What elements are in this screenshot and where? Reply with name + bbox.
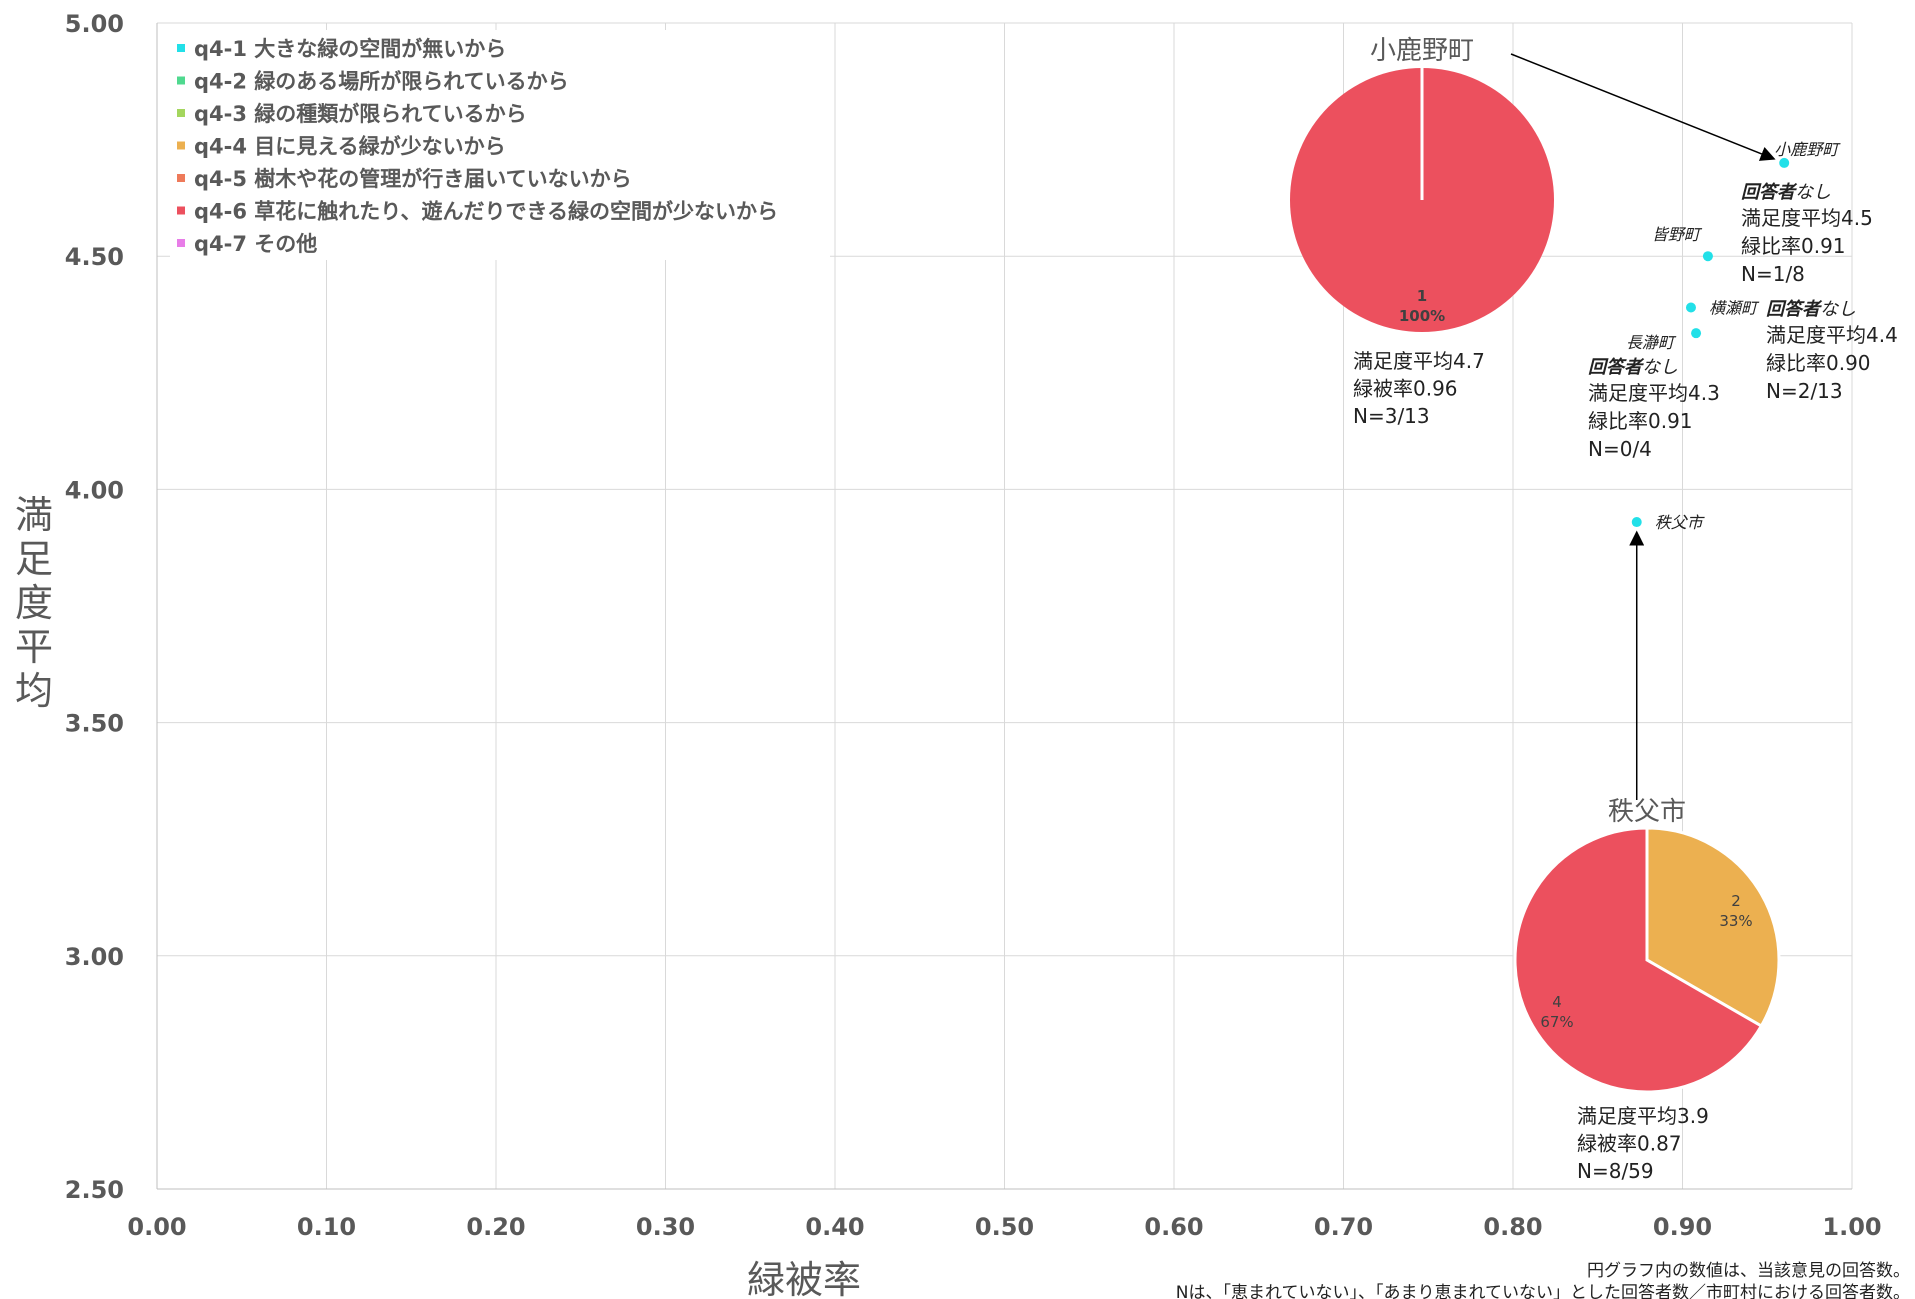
point-label: 小鹿野町 [1774, 140, 1841, 159]
y-axis-title: 満足度平均 [15, 493, 53, 713]
legend-swatch [177, 206, 185, 215]
scatter-point [1685, 302, 1696, 313]
no-response-line: 緑比率0.91 [1588, 409, 1693, 433]
footnote-2: Nは、「恵まれていない」、「あまり恵まれていない」とした回答者数／市町村における… [1176, 1283, 1910, 1299]
gridlines [157, 22, 1853, 1189]
pie-info-line: N=8/59 [1577, 1159, 1654, 1183]
pie-chichibu: 秩父市 2 33% 4 67% 満足度平均3.9 緑被率0.87 N=8/59 [1513, 797, 1781, 1183]
no-response-head-bold: 回答者 [1766, 299, 1823, 320]
no-response-line: 満足度平均4.3 [1588, 381, 1720, 405]
legend-label: q4-6 草花に触れたり、遊んだりできる緑の空間が少ないから [194, 200, 778, 224]
point-label: 横瀬町 [1709, 299, 1760, 318]
pie-title: 秩父市 [1608, 797, 1686, 827]
no-response-heading: 回答者なし [1766, 299, 1856, 320]
y-axis-title-char: 平 [15, 625, 53, 669]
legend-label: q4-7 その他 [194, 232, 317, 256]
no-response-line: 緑比率0.90 [1766, 351, 1871, 375]
pie-slice-count: 1 [1417, 287, 1427, 305]
x-tick-label: 0.50 [975, 1213, 1034, 1241]
pie-info-line: 満足度平均3.9 [1577, 1104, 1709, 1128]
arrows [1510, 53, 1776, 800]
scatter-point [1631, 517, 1642, 528]
no-response-head-bold: 回答者 [1741, 182, 1798, 203]
pie-charts: 小鹿野町 1 100% 満足度平均4.7 緑被率0.96 N=3/13 秩父市 2 33% 4 67… [1290, 36, 1781, 1183]
x-tick-label: 0.20 [466, 1213, 525, 1241]
x-tick-label: 0.70 [1314, 1213, 1373, 1241]
y-tick-label: 3.00 [65, 943, 124, 971]
no-response-heading: 回答者なし [1741, 182, 1831, 203]
legend-label: q4-3 緑の種類が限られているから [194, 102, 527, 126]
no-response-head-rest: なし [1820, 299, 1856, 320]
pie-slice-count: 4 [1552, 993, 1562, 1011]
legend-label: q4-4 目に見える緑が少ないから [194, 135, 506, 159]
no-response-head-rest: なし [1795, 182, 1831, 203]
legend-swatch [177, 109, 185, 117]
point-label: 秩父市 [1655, 513, 1705, 532]
legend-swatch [177, 239, 185, 247]
pie-info-line: 緑被率0.87 [1577, 1132, 1682, 1156]
legend-background [170, 30, 830, 260]
pie-slice-pct: 67% [1540, 1013, 1573, 1031]
scatter-point [1779, 157, 1790, 168]
x-tick-label: 0.80 [1483, 1213, 1542, 1241]
no-response-line: 満足度平均4.4 [1766, 323, 1898, 347]
pie-slice [1513, 826, 1764, 1094]
x-tick-label: 0.10 [297, 1213, 356, 1241]
footnote-1: 円グラフ内の数値は、当該意見の回答数。 [1587, 1261, 1910, 1281]
pie-info-line: 緑被率0.96 [1353, 377, 1458, 401]
x-tick-label: 0.60 [1144, 1213, 1203, 1241]
y-axis-title-char: 均 [15, 669, 53, 713]
y-tick-label: 5.00 [65, 10, 124, 38]
no-response-line: 緑比率0.91 [1741, 234, 1846, 258]
legend-swatch [177, 44, 185, 52]
point-label: 長瀞町 [1626, 333, 1677, 352]
y-axis-title-char: 満 [15, 493, 53, 537]
legend-swatch [177, 141, 185, 150]
annotations: 小鹿野町皆野町横瀬町長瀞町秩父市回答者なし満足度平均4.5緑比率0.91N=1/… [1588, 140, 1898, 532]
legend-label: q4-5 樹木や花の管理が行き届いていないから [194, 167, 632, 191]
x-axis-title: 緑被率 [747, 1258, 861, 1299]
arrow-kogano [1510, 53, 1776, 161]
pie-slice-pct: 100% [1399, 307, 1445, 325]
y-axis-title-char: 度 [15, 581, 53, 625]
pie-slice-pct: 33% [1719, 912, 1752, 930]
x-tick-label: 0.40 [805, 1213, 864, 1241]
no-response-line: N=1/8 [1741, 262, 1805, 286]
scatter-point [1702, 251, 1713, 262]
y-tick-label: 3.50 [65, 710, 124, 738]
y-tick-label: 2.50 [65, 1176, 124, 1204]
x-tick-label: 0.30 [636, 1213, 695, 1241]
no-response-line: 満足度平均4.5 [1741, 206, 1873, 230]
no-response-head-bold: 回答者 [1588, 357, 1645, 378]
pie-info-line: 満足度平均4.7 [1353, 349, 1485, 373]
x-tick-label: 0.00 [127, 1213, 186, 1241]
legend-label: q4-2 緑のある場所が限られているから [194, 70, 569, 94]
legend-swatch [177, 174, 185, 182]
pie-kogano: 小鹿野町 1 100% 満足度平均4.7 緑被率0.96 N=3/13 [1290, 36, 1554, 428]
pie-title: 小鹿野町 [1370, 36, 1474, 66]
x-tick-label: 1.00 [1822, 1213, 1881, 1241]
x-tick-label: 0.90 [1653, 1213, 1712, 1241]
data-points [1631, 157, 1790, 528]
pie-info-line: N=3/13 [1353, 404, 1430, 428]
no-response-head-rest: なし [1642, 357, 1678, 378]
pie-slice [1645, 826, 1781, 1029]
y-tick-label: 4.00 [65, 476, 124, 504]
y-axis-title-char: 足 [15, 537, 53, 581]
legend: q4-1 大きな緑の空間が無いから q4-2 緑のある場所が限られているから q4-… [170, 30, 830, 260]
axes: 0.00 0.10 0.20 0.30 0.40 0.50 0.60 0.70 0.80 0.90… [65, 10, 1882, 1241]
no-response-heading: 回答者なし [1588, 357, 1678, 378]
no-response-line: N=0/4 [1588, 437, 1652, 461]
point-label: 皆野町 [1652, 225, 1703, 244]
no-response-line: N=2/13 [1766, 379, 1843, 403]
pie-slice-count: 2 [1731, 892, 1741, 910]
legend-swatch [177, 76, 185, 85]
legend-label: q4-1 大きな緑の空間が無いから [194, 37, 506, 61]
scatter-point [1691, 328, 1702, 339]
y-tick-label: 4.50 [65, 243, 124, 271]
